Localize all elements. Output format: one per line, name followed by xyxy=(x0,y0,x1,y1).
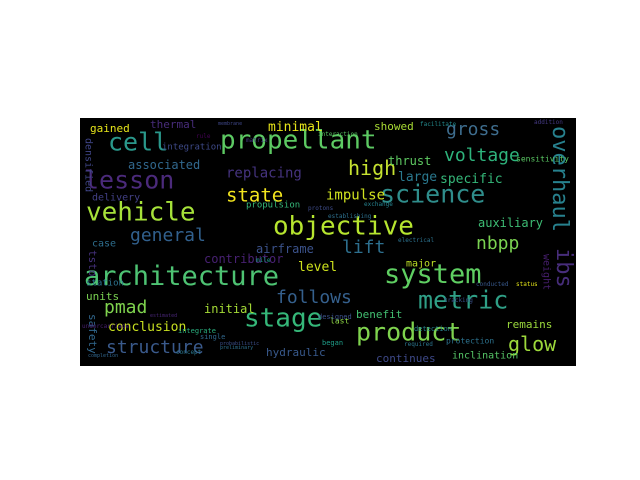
cloud-word-tsto: tsto xyxy=(86,250,99,277)
cloud-word-associated: associated xyxy=(128,158,200,172)
cloud-word-vehicle: vehicle xyxy=(86,197,196,227)
cloud-word-propellant: propellant xyxy=(220,125,377,155)
cloud-word-tracking: tracking xyxy=(444,297,473,304)
cloud-word-hydraulic: hydraulic xyxy=(266,346,326,359)
cloud-word-began: began xyxy=(322,339,343,347)
cloud-word-rule: rule xyxy=(196,133,211,140)
cloud-word-lift: lift xyxy=(342,237,385,258)
cloud-word-matrix: matrix xyxy=(246,137,268,144)
cloud-word-membrane: membrane xyxy=(218,121,242,127)
cloud-word-status: status xyxy=(516,281,538,288)
cloud-word-protons: protons xyxy=(308,205,334,212)
cloud-word-ibs: ibs xyxy=(551,248,576,288)
cloud-word-completion: completion xyxy=(88,353,118,359)
cloud-word-remains: remains xyxy=(506,318,552,331)
cloud-word-safety: safety xyxy=(86,314,99,354)
cloud-word-glow: glow xyxy=(508,332,557,356)
cloud-word-contributor: contributor xyxy=(204,252,283,266)
cloud-word-facilitate: facilitate xyxy=(420,121,457,128)
cloud-word-estimated: estimated xyxy=(150,313,177,319)
cloud-word-undercarriage: undercarriage xyxy=(82,323,129,330)
cloud-word-required: required xyxy=(404,341,433,348)
cloud-word-weight: weight xyxy=(541,254,552,290)
cloud-word-stage: stage xyxy=(244,303,322,333)
cloud-word-initial: initial xyxy=(204,302,255,316)
cloud-word-overhaul: overhaul xyxy=(547,126,572,232)
cloud-word-protection: protection xyxy=(446,337,494,346)
cloud-word-inclination: inclination xyxy=(452,350,518,361)
cloud-word-establishing: establishing xyxy=(328,213,372,220)
cloud-word-addition: addition xyxy=(534,119,563,126)
cloud-word-pmad: pmad xyxy=(104,297,147,318)
cloud-word-conclusion: conclusion xyxy=(108,320,186,335)
word-cloud: architecture system vehicle objective propel… xyxy=(80,118,576,366)
cloud-word-case: case xyxy=(92,238,116,249)
cloud-word-architecture: architecture xyxy=(84,261,279,292)
cloud-word-impulse: impulse xyxy=(326,188,385,204)
cloud-word-voltage: voltage xyxy=(444,145,520,166)
cloud-word-integrate: integrate xyxy=(178,327,216,335)
cloud-word-station: station xyxy=(86,279,124,289)
cloud-word-gross: gross xyxy=(446,119,500,140)
cloud-word-exchange: exchange xyxy=(364,201,393,208)
cloud-word-follows: follows xyxy=(276,287,352,308)
cloud-word-metric: metric xyxy=(418,285,508,314)
cloud-word-detection: detection xyxy=(414,325,452,333)
cloud-word-designed: designed xyxy=(318,313,352,321)
cloud-word-minimal: minimal xyxy=(268,120,323,135)
cloud-word-system: system xyxy=(384,259,482,290)
cloud-word-propulsion: propulsion xyxy=(246,201,300,211)
cloud-word-conducted: conducted xyxy=(476,281,509,288)
cloud-word-benefit: benefit xyxy=(356,308,402,321)
cloud-word-units: units xyxy=(86,290,119,303)
cloud-word-thrust: thrust xyxy=(388,154,431,168)
cloud-word-last: last xyxy=(330,317,349,326)
cloud-word-replacing: replacing xyxy=(226,166,302,182)
word-cloud-canvas: architecture system vehicle objective propel… xyxy=(82,118,576,365)
cloud-word-densified: densified xyxy=(83,138,94,192)
cloud-word-objective: objective xyxy=(273,211,414,241)
cloud-word-airframe: airframe xyxy=(256,242,314,256)
cloud-word-auxiliary: auxiliary xyxy=(478,216,543,230)
cloud-word-single: single xyxy=(200,333,225,341)
cloud-word-gained: gained xyxy=(90,122,130,135)
cloud-word-state: state xyxy=(226,185,283,207)
cloud-word-general: general xyxy=(130,225,206,246)
cloud-word-thermal: thermal xyxy=(150,118,196,131)
cloud-word-specific: specific xyxy=(440,172,503,187)
cloud-word-lesson: lesson xyxy=(84,165,174,194)
cloud-word-major: major xyxy=(406,258,436,269)
cloud-word-high: high xyxy=(348,156,396,180)
cloud-word-showed: showed xyxy=(374,120,414,133)
cloud-word-concept: concept xyxy=(176,349,202,356)
cloud-word-integration: integration xyxy=(162,143,222,153)
cloud-word-level: level xyxy=(298,260,337,275)
cloud-word-preliminary: preliminary xyxy=(220,345,253,351)
cloud-word-sensitivity: sensitivity xyxy=(516,155,569,164)
cloud-word-electrical: electrical xyxy=(398,237,435,244)
cloud-word-probabilistic: probabilistic xyxy=(220,341,259,347)
cloud-word-science: science xyxy=(380,179,485,208)
cloud-word-mile: mile xyxy=(256,257,271,264)
cloud-word-product: product xyxy=(356,317,461,346)
cloud-word-structure: structure xyxy=(106,337,204,358)
cloud-word-continues: continues xyxy=(376,352,436,365)
cloud-word-cell: cell xyxy=(108,127,168,156)
cloud-word-delivery: delivery xyxy=(92,192,140,203)
cloud-word-large: large xyxy=(398,170,437,185)
cloud-word-interaction: interaction xyxy=(318,131,358,138)
cloud-word-nbpp: nbpp xyxy=(476,233,519,254)
